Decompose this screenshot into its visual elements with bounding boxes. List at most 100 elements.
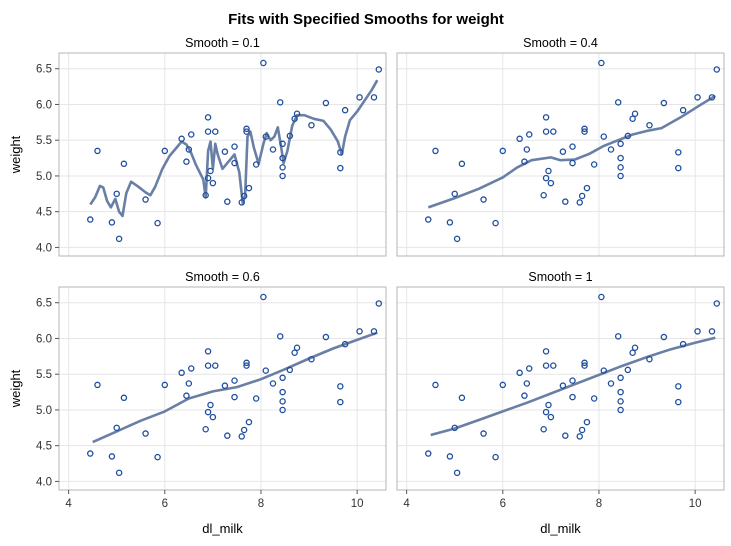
panel-title: Smooth = 1 bbox=[528, 270, 592, 284]
data-point bbox=[708, 94, 716, 101]
data-point bbox=[142, 196, 149, 203]
data-point bbox=[542, 174, 550, 182]
data-point bbox=[245, 418, 253, 426]
plot-area bbox=[397, 53, 724, 256]
data-point bbox=[451, 190, 458, 198]
data-point bbox=[617, 406, 624, 414]
data-point bbox=[308, 355, 315, 363]
data-point bbox=[432, 381, 439, 389]
data-point bbox=[492, 219, 499, 227]
data-point bbox=[178, 135, 185, 143]
y-tick-label: 5.5 bbox=[36, 135, 52, 147]
data-point bbox=[291, 115, 298, 123]
y-tick-label: 4.0 bbox=[36, 242, 52, 254]
data-point bbox=[322, 333, 330, 341]
x-tick-label: 6 bbox=[500, 498, 506, 510]
data-point bbox=[624, 132, 632, 140]
data-point bbox=[675, 383, 682, 390]
data-point bbox=[204, 408, 212, 416]
fit-line bbox=[92, 331, 378, 444]
data-point bbox=[578, 192, 586, 200]
data-point bbox=[286, 366, 294, 374]
data-point bbox=[624, 366, 632, 374]
data-point bbox=[453, 469, 461, 477]
data-point bbox=[120, 160, 128, 168]
data-point bbox=[583, 418, 591, 426]
data-point bbox=[337, 149, 344, 156]
data-point bbox=[115, 469, 123, 477]
data-point bbox=[617, 388, 624, 396]
data-point bbox=[375, 66, 383, 73]
x-tick-label: 8 bbox=[596, 498, 602, 510]
data-point bbox=[569, 143, 576, 150]
data-point bbox=[260, 293, 267, 301]
data-point bbox=[545, 167, 552, 175]
y-tick-label: 6.5 bbox=[36, 64, 52, 76]
data-point bbox=[542, 348, 550, 355]
data-point bbox=[713, 66, 721, 73]
data-point bbox=[576, 199, 583, 206]
data-point bbox=[598, 59, 605, 67]
data-point bbox=[337, 164, 344, 172]
data-point bbox=[293, 110, 301, 118]
data-point bbox=[212, 362, 219, 369]
y-axis-label: weight bbox=[8, 369, 23, 408]
data-point bbox=[337, 398, 344, 406]
data-point bbox=[581, 359, 588, 367]
data-point bbox=[245, 184, 253, 192]
data-point bbox=[87, 450, 94, 457]
x-tick-label: 10 bbox=[689, 498, 702, 510]
plot-area bbox=[59, 53, 386, 256]
data-point bbox=[607, 146, 615, 153]
data-point bbox=[262, 133, 270, 140]
data-point bbox=[269, 380, 277, 387]
data-point bbox=[629, 349, 636, 357]
y-axis-label: weight bbox=[8, 135, 23, 174]
panel-title: Smooth = 0.1 bbox=[185, 36, 260, 50]
data-point bbox=[675, 398, 682, 406]
data-point bbox=[569, 393, 576, 401]
y-tick-label: 4.5 bbox=[36, 207, 52, 219]
plot-frame bbox=[396, 286, 725, 491]
data-point bbox=[204, 114, 212, 121]
x-axis-label: dl_milk bbox=[540, 521, 581, 536]
data-point bbox=[432, 147, 439, 155]
data-point bbox=[525, 131, 533, 138]
data-point bbox=[547, 179, 555, 187]
data-point bbox=[550, 128, 557, 135]
chart-title: Fits with Specified Smooths for weight bbox=[228, 11, 504, 28]
data-point bbox=[516, 369, 523, 377]
y-tick-label: 4.0 bbox=[36, 476, 52, 488]
data-point bbox=[221, 148, 229, 155]
x-tick-label: 4 bbox=[65, 498, 72, 510]
data-point bbox=[276, 333, 284, 340]
data-point bbox=[243, 128, 250, 135]
panel-title: Smooth = 0.4 bbox=[523, 36, 598, 50]
data-point bbox=[243, 125, 250, 133]
data-point bbox=[614, 333, 622, 340]
data-point bbox=[185, 380, 193, 387]
fit-line bbox=[427, 94, 716, 209]
data-point bbox=[209, 413, 217, 421]
data-point bbox=[115, 235, 123, 243]
plot-frame bbox=[58, 52, 387, 257]
data-point bbox=[276, 99, 284, 106]
data-point bbox=[356, 94, 363, 101]
data-point bbox=[356, 328, 363, 335]
data-point bbox=[238, 199, 245, 206]
data-point bbox=[113, 424, 120, 432]
data-point bbox=[243, 359, 250, 367]
data-point bbox=[94, 381, 101, 389]
data-point bbox=[204, 174, 212, 182]
data-point bbox=[617, 154, 624, 162]
data-point bbox=[629, 115, 636, 123]
data-point bbox=[675, 149, 682, 156]
data-point bbox=[178, 369, 185, 377]
data-point bbox=[631, 344, 639, 352]
data-point bbox=[521, 392, 528, 399]
data-point bbox=[614, 99, 622, 106]
data-point bbox=[231, 159, 238, 167]
data-point bbox=[583, 184, 591, 192]
data-point bbox=[581, 125, 588, 133]
